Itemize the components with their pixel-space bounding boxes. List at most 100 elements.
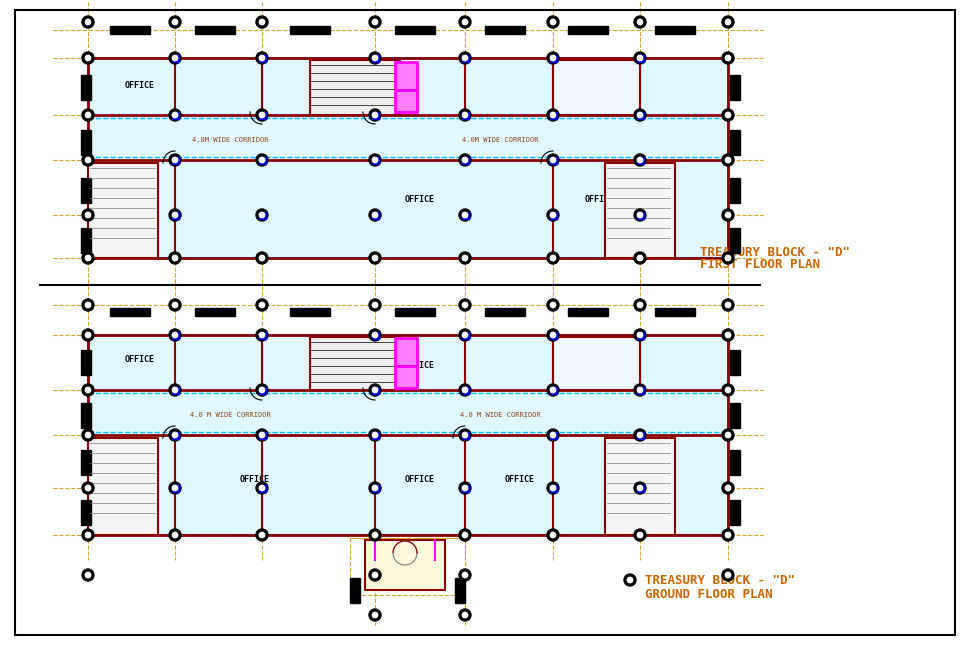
Circle shape: [259, 532, 264, 538]
Circle shape: [459, 384, 471, 396]
Circle shape: [259, 19, 264, 25]
Circle shape: [463, 302, 468, 308]
Bar: [365, 540, 445, 590]
Circle shape: [172, 432, 178, 438]
Circle shape: [722, 429, 734, 441]
Bar: [81, 450, 91, 475]
Circle shape: [459, 429, 471, 441]
Bar: [258, 485, 265, 492]
Circle shape: [634, 52, 646, 64]
Circle shape: [722, 209, 734, 221]
Circle shape: [85, 485, 91, 490]
Circle shape: [634, 329, 646, 341]
Circle shape: [463, 333, 468, 338]
Circle shape: [172, 302, 178, 308]
Bar: [258, 331, 265, 338]
Circle shape: [634, 384, 646, 396]
Circle shape: [634, 16, 646, 28]
Circle shape: [82, 16, 94, 28]
Circle shape: [172, 485, 178, 490]
Circle shape: [547, 384, 559, 396]
Bar: [730, 403, 740, 428]
Bar: [171, 485, 178, 492]
Circle shape: [369, 209, 381, 221]
Text: OFFICE: OFFICE: [405, 195, 435, 204]
Circle shape: [722, 52, 734, 64]
Circle shape: [634, 154, 646, 166]
Circle shape: [82, 482, 94, 494]
Bar: [395, 26, 435, 34]
Circle shape: [722, 299, 734, 311]
Bar: [730, 228, 740, 253]
Circle shape: [82, 52, 94, 64]
Bar: [258, 111, 265, 118]
Circle shape: [169, 429, 181, 441]
Bar: [462, 54, 469, 61]
Circle shape: [85, 388, 91, 393]
Bar: [730, 450, 740, 475]
Circle shape: [547, 429, 559, 441]
Bar: [290, 308, 330, 316]
Circle shape: [169, 109, 181, 121]
Bar: [290, 26, 330, 34]
Circle shape: [550, 19, 556, 25]
Circle shape: [82, 529, 94, 541]
Circle shape: [550, 485, 556, 490]
Bar: [730, 75, 740, 100]
Circle shape: [547, 209, 559, 221]
Circle shape: [459, 609, 471, 621]
Circle shape: [82, 252, 94, 264]
Bar: [372, 386, 378, 393]
Circle shape: [550, 113, 556, 118]
Bar: [171, 157, 178, 164]
Bar: [637, 386, 644, 393]
Circle shape: [373, 19, 378, 25]
Circle shape: [725, 256, 731, 261]
Text: OFFICE: OFFICE: [240, 476, 270, 485]
Text: OFFICE: OFFICE: [505, 476, 535, 485]
Circle shape: [637, 113, 643, 118]
Text: 4.0 M WIDE CORRIDOR: 4.0 M WIDE CORRIDOR: [190, 412, 270, 418]
Circle shape: [256, 329, 268, 341]
Text: OFFICE: OFFICE: [125, 355, 155, 364]
Bar: [88, 335, 728, 535]
Circle shape: [550, 388, 556, 393]
Circle shape: [550, 532, 556, 538]
Bar: [258, 157, 265, 164]
Bar: [110, 308, 150, 316]
Circle shape: [725, 113, 731, 118]
Circle shape: [550, 157, 556, 162]
Bar: [462, 432, 469, 439]
Circle shape: [637, 388, 643, 393]
Text: 4.0M WIDE CORRIDOR: 4.0M WIDE CORRIDOR: [192, 137, 268, 143]
Bar: [310, 337, 400, 390]
Circle shape: [459, 482, 471, 494]
Circle shape: [369, 16, 381, 28]
Circle shape: [259, 212, 264, 217]
Bar: [462, 157, 469, 164]
Circle shape: [722, 569, 734, 581]
Bar: [171, 212, 178, 219]
Bar: [88, 58, 728, 258]
Circle shape: [369, 299, 381, 311]
Bar: [550, 212, 557, 219]
Circle shape: [82, 329, 94, 341]
Bar: [171, 54, 178, 61]
Circle shape: [634, 299, 646, 311]
Circle shape: [463, 157, 468, 162]
Circle shape: [169, 529, 181, 541]
Bar: [195, 26, 235, 34]
Circle shape: [259, 432, 264, 438]
Circle shape: [369, 429, 381, 441]
Bar: [730, 500, 740, 525]
Bar: [395, 366, 417, 388]
Circle shape: [459, 252, 471, 264]
Circle shape: [259, 333, 264, 338]
Circle shape: [459, 329, 471, 341]
Circle shape: [637, 485, 643, 490]
Circle shape: [369, 252, 381, 264]
Circle shape: [547, 154, 559, 166]
Bar: [455, 578, 465, 603]
Circle shape: [172, 532, 178, 538]
Circle shape: [722, 384, 734, 396]
